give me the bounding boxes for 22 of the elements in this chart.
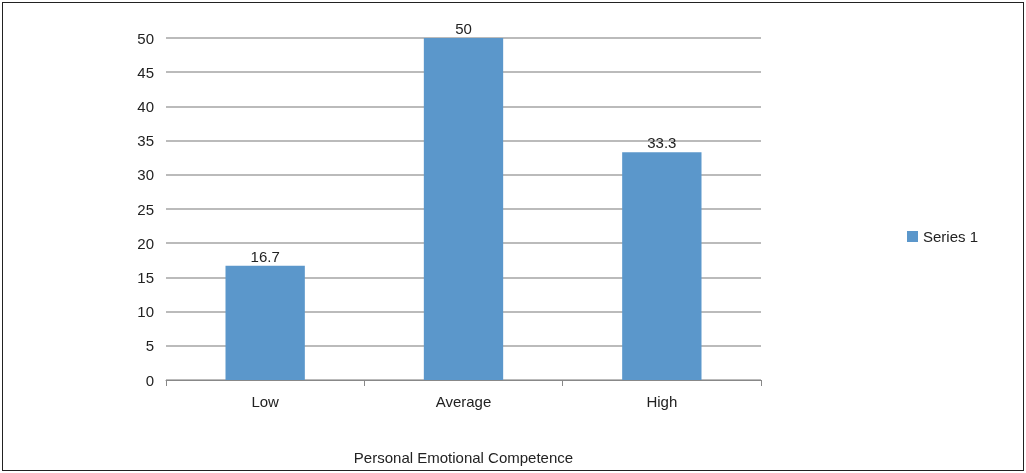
y-tick-label: 0 — [145, 371, 154, 389]
x-tick-label: Low — [251, 393, 280, 410]
y-tick-label: 20 — [137, 234, 154, 252]
y-tick-label: 50 — [137, 29, 154, 47]
x-axis-title: Personal Emotional Competence — [353, 449, 574, 466]
y-tick-label: 25 — [137, 200, 154, 218]
y-tick-label: 10 — [137, 303, 154, 321]
data-label: 33.3 — [647, 134, 677, 152]
y-tick-label: 30 — [137, 166, 154, 184]
bar — [622, 152, 702, 380]
legend-label: Series 1 — [922, 228, 978, 245]
y-tick-label: 35 — [137, 132, 154, 150]
data-label: 50 — [455, 20, 472, 37]
x-tick-label: Average — [435, 393, 492, 410]
y-tick-label: 15 — [137, 268, 154, 286]
y-tick-label: 5 — [145, 337, 154, 355]
bar — [225, 265, 305, 380]
x-tick-label: High — [646, 393, 678, 410]
y-tick-label: 45 — [137, 63, 154, 81]
data-label: 16.7 — [250, 247, 280, 265]
y-tick-label: 40 — [137, 97, 154, 115]
bar — [423, 38, 504, 380]
